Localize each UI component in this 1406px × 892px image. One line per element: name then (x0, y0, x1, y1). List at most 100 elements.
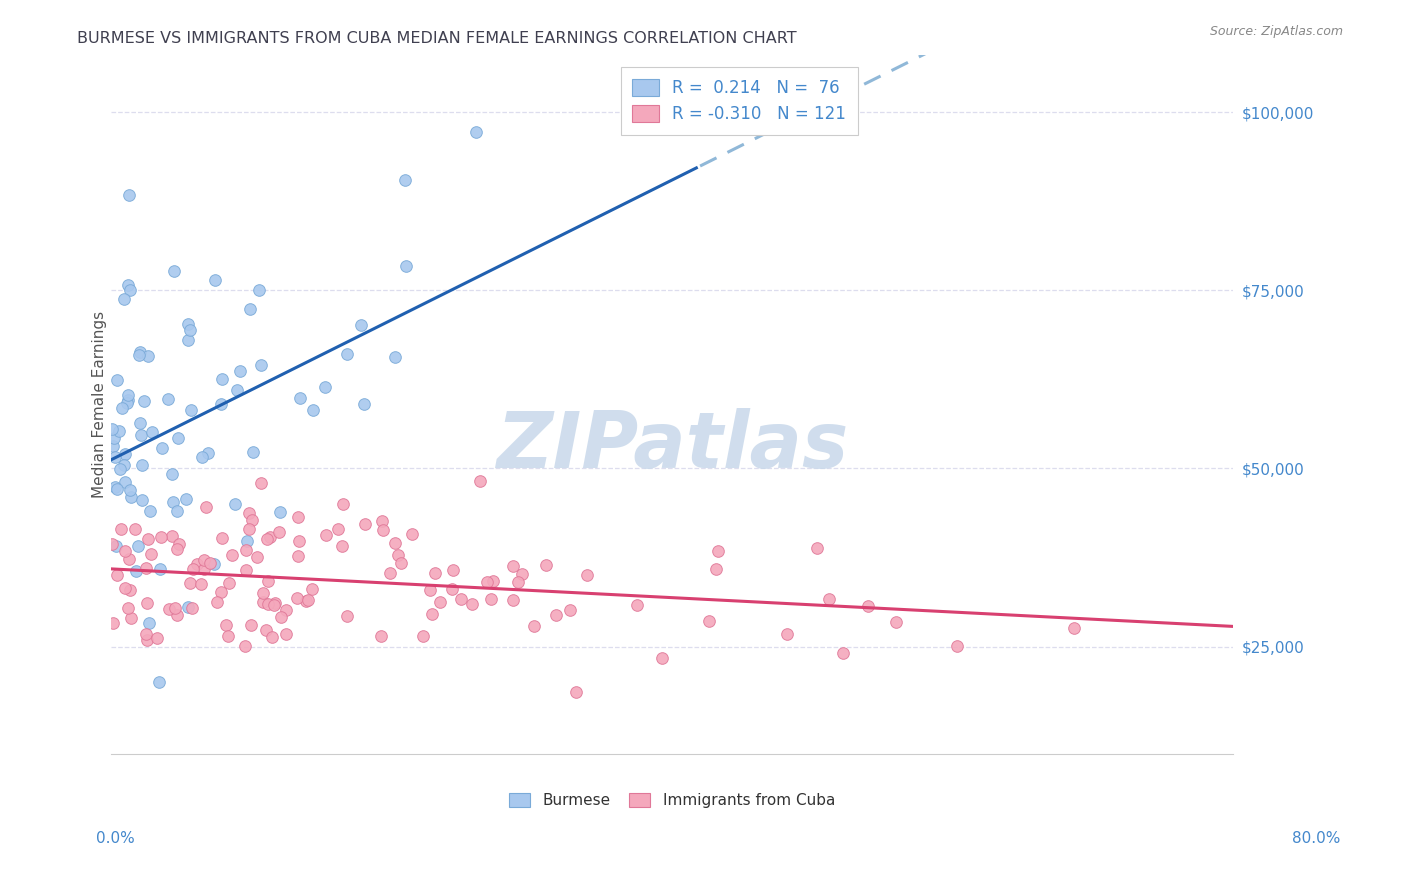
Text: 0.0%: 0.0% (96, 831, 135, 846)
Point (332, 498, 354, 512)
Point (252, 595, 274, 609)
Point (215, 618, 238, 632)
Point (287, 591, 309, 606)
Point (420, 607, 443, 621)
Point (197, 445, 219, 459)
Point (240, 513, 263, 527)
Point (270, 610, 292, 624)
Point (242, 445, 264, 459)
Point (235, 639, 257, 653)
Point (450, 592, 472, 607)
Point (218, 575, 240, 590)
Point (193, 562, 215, 576)
Point (565, 685, 588, 699)
Point (946, 639, 969, 653)
Point (120, 611, 142, 625)
Point (118, 187, 141, 202)
Point (179, 575, 201, 590)
Point (205, 595, 228, 609)
Point (131, 458, 153, 472)
Point (502, 593, 524, 607)
Point (314, 380, 336, 394)
Point (371, 524, 394, 538)
Point (254, 623, 277, 637)
Point (560, 603, 582, 617)
Point (136, 532, 159, 546)
Point (202, 557, 225, 571)
Point (211, 371, 233, 385)
Point (236, 533, 259, 548)
Point (209, 397, 232, 411)
Point (211, 531, 233, 545)
Point (315, 528, 337, 542)
Point (150, 530, 173, 544)
Point (114, 447, 136, 461)
Point (412, 629, 434, 643)
Point (129, 344, 152, 359)
Point (103, 431, 125, 445)
Point (190, 577, 212, 591)
Point (384, 350, 406, 364)
Point (157, 392, 180, 406)
Point (135, 627, 157, 641)
Point (139, 547, 162, 561)
Point (131, 492, 153, 507)
Text: BURMESE VS IMMIGRANTS FROM CUBA MEDIAN FEMALE EARNINGS CORRELATION CHART: BURMESE VS IMMIGRANTS FROM CUBA MEDIAN F… (77, 31, 797, 46)
Point (195, 500, 218, 514)
Point (221, 548, 243, 562)
Point (157, 602, 180, 616)
Point (180, 403, 202, 417)
Point (181, 562, 204, 576)
Legend: Burmese, Immigrants from Cuba: Burmese, Immigrants from Cuba (502, 785, 842, 815)
Point (287, 533, 309, 548)
Point (419, 583, 441, 598)
Point (115, 396, 138, 410)
Point (163, 600, 186, 615)
Point (105, 483, 128, 497)
Point (886, 615, 908, 629)
Point (370, 629, 392, 643)
Point (101, 615, 124, 630)
Point (336, 346, 359, 360)
Point (139, 504, 162, 518)
Text: Source: ZipAtlas.com: Source: ZipAtlas.com (1209, 25, 1343, 38)
Point (120, 490, 142, 504)
Point (246, 549, 269, 564)
Point (117, 601, 139, 615)
Point (235, 563, 257, 577)
Point (832, 646, 855, 660)
Point (263, 598, 285, 612)
Point (166, 541, 188, 556)
Point (252, 586, 274, 600)
Point (132, 394, 155, 409)
Point (482, 574, 505, 588)
Point (429, 594, 451, 608)
Point (186, 557, 208, 571)
Point (441, 582, 464, 596)
Point (112, 293, 135, 307)
Point (267, 524, 290, 539)
Point (378, 566, 401, 580)
Point (108, 462, 131, 476)
Point (523, 619, 546, 633)
Point (204, 273, 226, 287)
Point (544, 607, 567, 622)
Point (124, 522, 146, 536)
Point (176, 491, 198, 506)
Point (118, 483, 141, 497)
Point (706, 562, 728, 576)
Point (129, 416, 152, 430)
Point (104, 480, 127, 494)
Point (302, 403, 325, 417)
Point (162, 494, 184, 508)
Point (138, 616, 160, 631)
Point (209, 585, 232, 599)
Point (118, 582, 141, 597)
Point (240, 618, 263, 632)
Point (387, 548, 409, 562)
Point (262, 630, 284, 644)
Point (239, 302, 262, 317)
Point (326, 522, 349, 536)
Point (576, 568, 599, 582)
Point (235, 542, 257, 557)
